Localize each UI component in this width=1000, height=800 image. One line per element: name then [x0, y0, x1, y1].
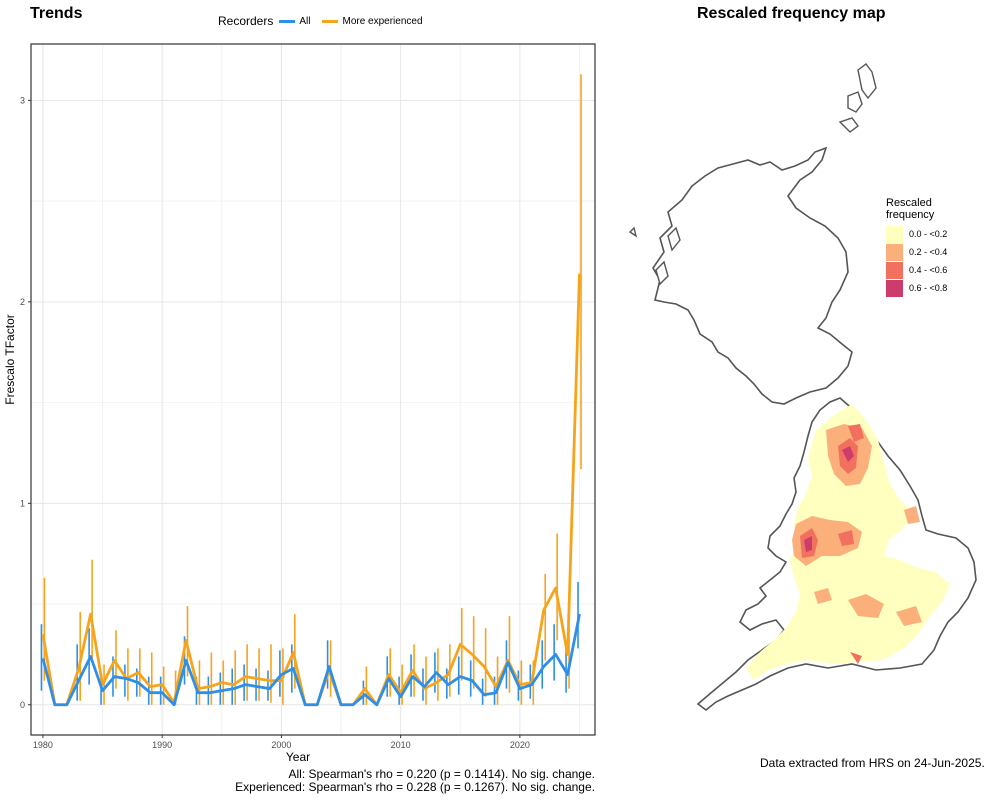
map-legend-label: 0.6 - <0.8	[909, 283, 948, 293]
stats-experienced: Experienced: Spearman's rho = 0.228 (p =…	[235, 780, 595, 794]
legend-label-experienced: More experienced	[342, 15, 423, 27]
x-tick-label: 2000	[271, 740, 291, 750]
x-tick-label: 1990	[152, 740, 172, 750]
map-title: Rescaled frequency map	[697, 5, 886, 22]
map-legend-label: 0.4 - <0.6	[909, 265, 948, 275]
legend-title: Recorders	[218, 14, 274, 28]
plot-area	[31, 44, 595, 735]
x-tick-label: 2010	[391, 740, 411, 750]
western-isles-outline	[628, 226, 681, 286]
trends-title: Trends	[30, 5, 83, 22]
scotland-outline	[652, 146, 853, 405]
map-legend-swatch	[886, 225, 903, 243]
map-legend-swatch	[886, 279, 903, 297]
map-legend-label: 0.0 - <0.2	[909, 229, 948, 239]
stats-text: All: Spearman's rho = 0.220 (p = 0.1414)…	[35, 768, 595, 794]
series-line-all	[41, 613, 581, 707]
x-tick-label: 2020	[510, 740, 530, 750]
x-tick-label: 1980	[33, 740, 53, 750]
trends-legend: Recorders All More experienced	[218, 13, 423, 29]
data-source-note: Data extracted from HRS on 24-Jun-2025.	[760, 756, 985, 770]
map-legend-item: 0.2 - <0.4	[886, 243, 947, 261]
y-axis-label: Frescalo TFactor	[3, 314, 17, 404]
map-legend-swatch	[886, 243, 903, 261]
legend-label-all: All	[299, 15, 311, 27]
freq-band-1c	[814, 506, 922, 626]
map-legend-title-1: Rescaled	[886, 197, 932, 209]
legend-swatch-experienced	[322, 19, 339, 23]
y-tick-label: 2	[20, 297, 25, 307]
y-tick-label: 0	[20, 700, 25, 710]
map-legend-item: 0.0 - <0.2	[886, 225, 947, 243]
map-legend-item: 0.6 - <0.8	[886, 279, 947, 297]
stats-all: All: Spearman's rho = 0.220 (p = 0.1414)…	[288, 767, 595, 781]
plot-frame	[30, 43, 596, 736]
map-legend-label: 0.2 - <0.4	[909, 247, 948, 257]
x-axis-label: Year	[286, 750, 310, 764]
trend-chart: 0 1 2 3 1980 1990 2000 2010 2020 Year Frescalo TFa…	[3, 43, 596, 764]
frequency-map	[628, 63, 977, 712]
legend-swatch-all	[279, 19, 296, 23]
map-legend-title-2: frequency	[886, 209, 935, 221]
map-legend: Rescaled frequency 0.0 - <0.2 0.2 - <0.4 0…	[886, 197, 947, 297]
y-tick-label: 3	[20, 95, 25, 105]
northern-isles-outline	[838, 63, 877, 133]
map-legend-item: 0.4 - <0.6	[886, 261, 947, 279]
map-legend-swatch	[886, 261, 903, 279]
freq-band-3	[804, 446, 854, 552]
y-tick-label: 1	[20, 498, 25, 508]
